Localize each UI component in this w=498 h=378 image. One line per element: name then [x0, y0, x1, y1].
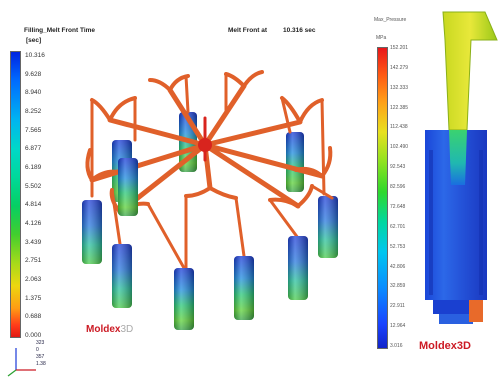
pressure-colorbar — [377, 47, 388, 349]
pressure-legend-unit: MPa — [376, 35, 387, 41]
unit-label: [sec] — [26, 37, 42, 44]
view-readout-value: 1.38 — [36, 361, 46, 367]
pressure-tick-label: 12.964 — [390, 323, 406, 330]
melt-time-tick-label: 2.063 — [25, 276, 42, 283]
pressure-tick-label: 82.596 — [390, 184, 406, 191]
melt-front-time-colorbar — [10, 51, 21, 338]
view-readout-value: 323 — [36, 340, 45, 346]
pressure-tick-label: 52.753 — [390, 243, 406, 250]
pressure-tick-label: 92.543 — [390, 164, 406, 171]
melt-time-tick-label: 3.439 — [25, 238, 42, 246]
cavity-part — [82, 200, 102, 264]
cavity-part — [286, 132, 304, 192]
melt-front-label: Melt Front at — [228, 27, 267, 34]
cavity-part — [318, 196, 338, 258]
pressure-section-view[interactable] — [405, 0, 498, 330]
melt-time-tick-label: 9.628 — [25, 70, 42, 78]
pressure-tick-label: 112.438 — [390, 124, 408, 131]
moldex-logo-right: Moldex3D — [419, 340, 471, 352]
cavity-part — [288, 236, 308, 300]
cavity-part — [112, 244, 132, 308]
melt-time-tick-label: 7.565 — [25, 126, 42, 134]
melt-time-tick-label: 6.877 — [25, 145, 42, 153]
melt-time-tick-label: 0.000 — [25, 332, 42, 339]
view-readout-value: 0 — [36, 347, 39, 353]
mold-model-view[interactable] — [60, 60, 360, 350]
melt-time-tick-label: 10.316 — [25, 52, 45, 59]
cavity-part — [234, 256, 254, 320]
melt-time-tick-label: 6.189 — [25, 164, 42, 171]
result-title: Filling_Melt Front Time — [24, 27, 96, 34]
pressure-legend-title: Max_Pressure — [374, 17, 407, 23]
pressure-tick-label: 62.701 — [390, 223, 406, 230]
melt-time-tick-label: 5.502 — [25, 182, 42, 190]
melt-time-tick-label: 8.252 — [25, 108, 42, 115]
pressure-tick-label: 3.016 — [390, 343, 403, 349]
pressure-tick-label: 72.648 — [390, 203, 406, 210]
sprue-gate — [198, 138, 212, 152]
pressure-tick-label: 102.490 — [390, 144, 409, 151]
melt-time-tick-label: 0.688 — [25, 313, 42, 321]
cavity-part — [118, 158, 138, 216]
axis-triad-icon[interactable] — [6, 340, 66, 378]
melt-time-tick-label: 4.126 — [25, 220, 42, 227]
melt-time-tick-label: 2.751 — [25, 257, 42, 265]
pressure-tick-label: 32.859 — [390, 283, 406, 290]
pressure-tick-label: 122.385 — [390, 104, 409, 111]
pressure-tick-label: 132.333 — [390, 84, 409, 91]
melt-time-tick-label: 4.814 — [25, 201, 42, 209]
cavity-part — [174, 268, 194, 330]
melt-time-tick-label: 1.375 — [25, 294, 42, 302]
pressure-tick-label: 142.279 — [390, 64, 409, 71]
pressure-tick-label: 42.806 — [390, 263, 406, 270]
melt-front-value: 10.316 sec — [283, 27, 316, 34]
runner-system — [85, 70, 334, 270]
pressure-tick-label: 22.911 — [390, 303, 405, 310]
pressure-tick-label: 152.201 — [390, 45, 409, 51]
moldex-logo-main: Moldex3D — [86, 324, 134, 335]
melt-time-tick-label: 8.940 — [25, 89, 42, 97]
view-readout-value: 357 — [36, 354, 45, 360]
